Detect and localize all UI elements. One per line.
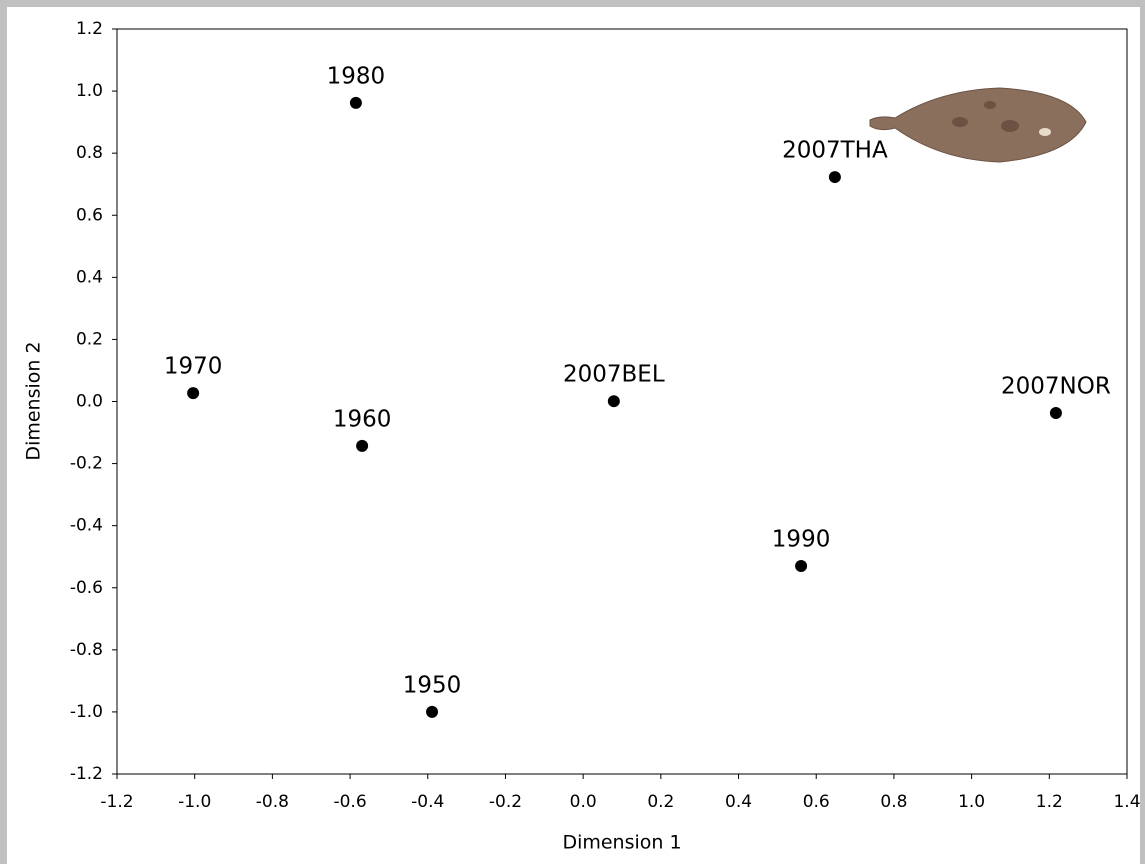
point [356,439,369,452]
point-label: 1990 [772,527,831,553]
x-tick-label: 1.0 [958,792,985,812]
x-tick-label: 0.6 [803,792,830,812]
y-tick-label: -1.2 [70,764,103,784]
y-tick-label: -0.6 [70,578,103,598]
x-tick-label: 0.8 [880,792,907,812]
x-tick-label: 0.0 [570,792,597,812]
point [187,387,200,400]
y-tick-label: -0.4 [70,516,103,536]
fish-illustration [869,87,1087,163]
x-tick-label: -0.2 [489,792,522,812]
y-tick-label: 0.4 [76,267,103,287]
point [1049,406,1062,419]
point-label: 1960 [333,406,392,432]
point [795,560,808,573]
point-label: 2007THA [782,138,888,164]
x-tick-label: -1.2 [100,792,133,812]
x-axis-title: Dimension 1 [562,832,681,854]
y-tick-label: 0.2 [76,329,103,349]
x-tick-label: -0.4 [411,792,444,812]
point-label: 1980 [327,63,386,89]
x-tick-label: -0.6 [333,792,366,812]
point-label: 1950 [403,672,462,698]
point-label: 2007NOR [1001,373,1111,399]
point [349,96,362,109]
x-tick-label: 1.2 [1036,792,1063,812]
point [828,171,841,184]
y-tick-label: -1.0 [70,702,103,722]
y-tick-label: -0.8 [70,640,103,660]
x-tick-label: 0.4 [725,792,752,812]
y-tick-label: 1.0 [76,81,103,101]
y-tick-label: 0.8 [76,143,103,163]
point-label: 1970 [164,354,223,380]
point [426,705,439,718]
point [607,395,620,408]
y-tick-label: 0.0 [76,392,103,412]
y-axis-title: Dimension 2 [23,341,45,460]
x-tick-label: 1.4 [1113,792,1140,812]
y-tick-label: -0.2 [70,454,103,474]
y-tick-label: 0.6 [76,205,103,225]
point-label: 2007BEL [563,362,665,388]
y-tick-label: 1.2 [76,19,103,39]
x-tick-label: -1.0 [178,792,211,812]
x-tick-label: -0.8 [256,792,289,812]
x-tick-label: 0.2 [647,792,674,812]
